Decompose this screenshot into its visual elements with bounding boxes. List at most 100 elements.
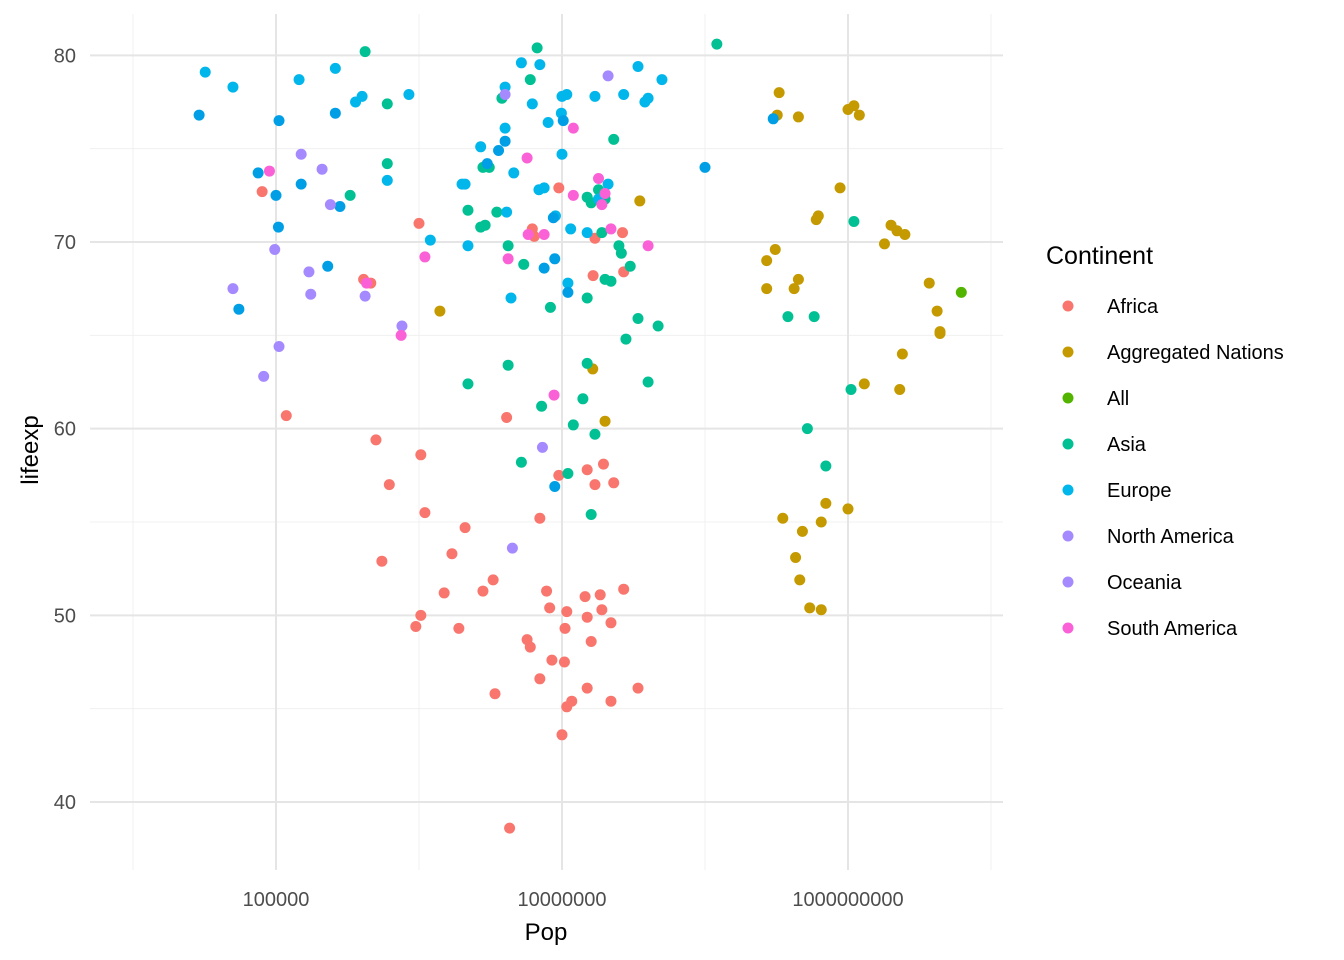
- data-point: [199, 66, 211, 78]
- data-point: [518, 258, 530, 270]
- data-point: [593, 173, 605, 185]
- series-north-america: [193, 107, 779, 493]
- data-point: [561, 606, 573, 618]
- data-point: [834, 182, 846, 194]
- data-point: [804, 602, 816, 614]
- x-tick-label: 100000: [243, 889, 310, 911]
- data-point: [761, 283, 773, 295]
- data-point: [632, 313, 644, 325]
- data-point: [955, 286, 967, 298]
- data-point: [794, 574, 806, 586]
- data-point: [558, 656, 570, 668]
- data-point: [812, 210, 824, 222]
- data-point: [699, 161, 711, 173]
- data-point: [599, 273, 611, 285]
- data-point: [522, 229, 534, 241]
- data-point: [599, 187, 611, 199]
- data-point: [597, 458, 609, 470]
- legend-key: [1062, 346, 1074, 358]
- legend-key: [1062, 484, 1074, 496]
- data-point: [193, 109, 205, 121]
- data-point: [845, 383, 857, 395]
- data-point: [263, 165, 275, 177]
- data-point: [501, 206, 513, 218]
- data-point: [493, 145, 505, 157]
- data-point: [585, 509, 597, 521]
- series-south-america: [263, 122, 654, 401]
- y-tick-label: 70: [54, 232, 76, 254]
- data-point: [553, 182, 565, 194]
- data-point: [792, 111, 804, 123]
- data-point: [506, 542, 518, 554]
- legend-key: [1062, 576, 1074, 588]
- y-tick-label: 60: [54, 419, 76, 441]
- legend-label: Africa: [1107, 296, 1159, 318]
- data-point: [544, 301, 556, 313]
- data-point: [553, 469, 565, 481]
- data-point: [356, 90, 368, 102]
- data-point: [524, 641, 536, 653]
- data-point: [381, 174, 393, 186]
- data-point: [581, 682, 593, 694]
- data-point: [853, 109, 865, 121]
- data-point: [624, 260, 636, 272]
- data-point: [808, 311, 820, 323]
- data-point: [419, 507, 431, 519]
- data-point: [410, 621, 422, 633]
- data-point: [634, 195, 646, 207]
- data-points: [193, 38, 967, 834]
- data-point: [620, 333, 632, 345]
- data-point: [790, 551, 802, 563]
- data-point: [477, 585, 489, 597]
- data-point: [446, 548, 458, 560]
- data-point: [502, 359, 514, 371]
- data-point: [858, 378, 870, 390]
- data-point: [324, 199, 336, 211]
- data-point: [376, 555, 388, 567]
- data-point: [565, 223, 577, 235]
- grid: [90, 14, 1003, 870]
- data-point: [596, 604, 608, 616]
- data-point: [585, 635, 597, 647]
- legend-label: Oceania: [1107, 572, 1182, 594]
- data-point: [557, 115, 569, 127]
- data-point: [711, 38, 723, 50]
- data-point: [316, 163, 328, 175]
- data-point: [773, 87, 785, 99]
- data-point: [596, 227, 608, 239]
- data-point: [502, 240, 514, 252]
- data-point: [815, 516, 827, 528]
- data-point: [602, 178, 614, 190]
- data-point: [613, 240, 625, 252]
- data-point: [526, 98, 538, 110]
- data-point: [395, 329, 407, 341]
- data-point: [536, 441, 548, 453]
- data-point: [656, 74, 668, 86]
- data-point: [549, 253, 561, 265]
- data-point: [599, 415, 611, 427]
- data-point: [896, 348, 908, 360]
- data-point: [579, 591, 591, 603]
- data-point: [322, 260, 334, 272]
- data-point: [618, 89, 630, 101]
- legend-label: All: [1107, 388, 1129, 410]
- data-point: [424, 234, 436, 246]
- data-point: [370, 434, 382, 446]
- data-point: [456, 178, 468, 190]
- y-tick-label: 50: [54, 605, 76, 627]
- data-point: [303, 266, 315, 278]
- data-point: [618, 583, 630, 595]
- data-point: [344, 189, 356, 201]
- axes: 40 50 60 70 80 100000 10000000 1000000000: [54, 45, 904, 911]
- data-point: [499, 122, 511, 134]
- data-point: [820, 460, 832, 472]
- data-point: [581, 611, 593, 623]
- series-oceania: [227, 70, 614, 554]
- data-point: [491, 206, 503, 218]
- data-point: [561, 701, 573, 713]
- data-point: [923, 277, 935, 289]
- data-point: [508, 167, 520, 179]
- data-point: [589, 428, 601, 440]
- data-point: [475, 141, 487, 153]
- data-point: [381, 98, 393, 110]
